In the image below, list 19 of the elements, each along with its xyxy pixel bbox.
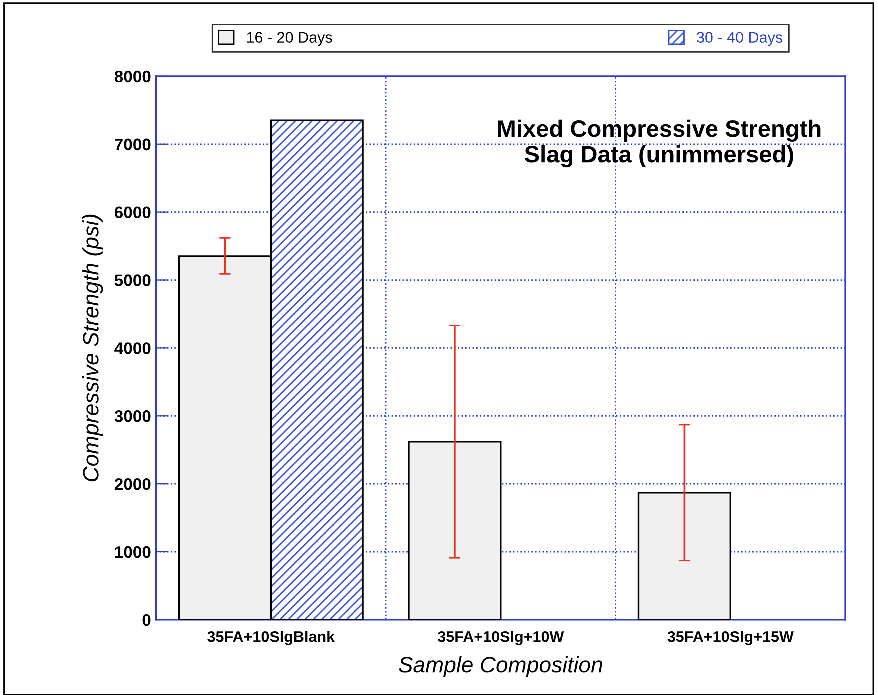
- x-tick-label: 35FA+10SlgBlank: [208, 631, 336, 646]
- legend-label: 16 - 20 Days: [247, 32, 332, 46]
- y-tick-label: 3000: [114, 410, 151, 422]
- y-tick-label: 6000: [114, 206, 151, 219]
- x-tick-label: 35FA+10Slg+15W: [668, 631, 794, 646]
- y-tick-label: 4000: [114, 342, 151, 354]
- y-tick-label: 7000: [115, 138, 151, 151]
- y-axis-title: Compressive Strength (psi): [82, 214, 104, 482]
- x-axis-title: Sample Composition: [399, 656, 602, 678]
- x-tick-label: 35FA+10Slg+10W: [438, 631, 564, 646]
- legend-label: 30 - 40 Days: [697, 32, 783, 46]
- bar: [408, 441, 502, 620]
- y-tick-label: 8000: [114, 70, 151, 83]
- y-tick-label: 2000: [114, 478, 151, 490]
- bar: [638, 492, 732, 620]
- y-tick-label: 1000: [115, 546, 151, 558]
- y-tick-label: 5000: [114, 274, 151, 286]
- y-tick-label: 0: [142, 614, 151, 626]
- text: Mixed Compressive Strength Slag Data (unimmersed): [498, 120, 821, 168]
